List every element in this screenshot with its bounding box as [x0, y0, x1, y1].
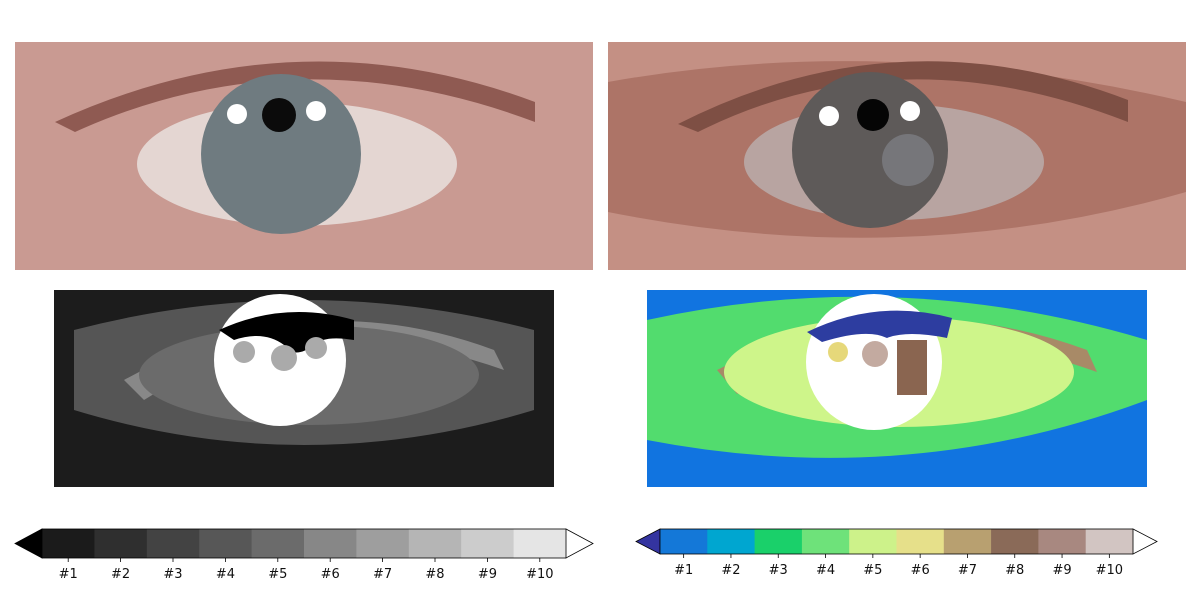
spot-pink	[862, 341, 888, 367]
colorbar-swatch	[943, 529, 992, 554]
colorbar-swatch	[849, 529, 897, 554]
iris-light-patch	[882, 134, 934, 186]
colorbar-tick-label: #3	[163, 567, 182, 582]
colorbar-tick-label: #5	[863, 563, 882, 578]
colorbar-tick-label: #9	[478, 567, 497, 582]
colorbar-over-arrow	[1132, 528, 1158, 555]
colorbar-tick-label: #5	[268, 567, 287, 582]
colorbar-frame	[41, 528, 567, 559]
colorbar-swatch	[356, 529, 410, 558]
colorbar-under-arrow	[635, 528, 661, 555]
colorbar-gray: #1 #2 #3 #4 #5 #6 #7 #8 #9 #10	[14, 528, 594, 582]
colorbar-swatch	[1085, 529, 1134, 554]
colorbar-frame	[659, 528, 1134, 555]
grayscale-label-map-drawing	[54, 290, 554, 487]
spot-left	[233, 341, 255, 363]
spot-center	[271, 345, 297, 371]
spot-brown	[897, 340, 927, 395]
colorbar-swatch	[707, 529, 756, 554]
colorbar-over-arrow	[565, 528, 594, 559]
colorbar-tick-label: #1	[674, 563, 693, 578]
colorbar-swatch	[754, 529, 803, 554]
original-eye-drawing	[15, 42, 593, 270]
colorbar-swatch	[513, 529, 567, 558]
colorbar-swatch	[146, 529, 200, 558]
colorbar-tick-label: #7	[958, 563, 977, 578]
grayscale-label-map	[54, 290, 554, 487]
pupil	[262, 98, 296, 132]
quantized-eye-drawing	[608, 42, 1186, 270]
colorbar-tick-label: #7	[373, 567, 392, 582]
highlight-right	[900, 101, 920, 121]
spot-right	[305, 337, 327, 359]
colorbar-tick-label: #4	[816, 563, 835, 578]
colorbar-tick-label: #10	[1096, 563, 1123, 578]
colorbar-swatch	[408, 529, 462, 558]
colorbar-swatch	[896, 529, 945, 554]
colorbar-tick-label: #4	[216, 567, 235, 582]
colorbar-tick-label: #6	[911, 563, 930, 578]
colorbar-swatch	[660, 529, 708, 554]
colorbar-tick-label: #1	[59, 567, 78, 582]
colorbar-tick-label: #8	[1005, 563, 1024, 578]
colorbar-tick-label: #2	[721, 563, 740, 578]
colorbar-swatch	[801, 529, 850, 554]
highlight-left	[227, 104, 247, 124]
colorbar-swatch	[991, 529, 1039, 554]
spot-yellow-left	[828, 342, 848, 362]
colorbar-terrain: #1 #2 #3 #4 #5 #6 #7 #8 #9 #10	[635, 528, 1158, 578]
colorbar-swatch	[251, 529, 305, 558]
terrain-label-map	[647, 290, 1147, 487]
dark-cluster	[219, 312, 354, 353]
pupil	[857, 99, 889, 131]
original-eye-image	[15, 42, 593, 270]
colorbar-tick-label: #6	[321, 567, 340, 582]
colorbar-under-arrow	[14, 528, 43, 559]
colorbar-swatch	[199, 529, 253, 558]
colorbar-tick-label: #3	[769, 563, 788, 578]
colorbar-swatch	[42, 529, 95, 558]
colorbar-tick-label: #10	[526, 567, 553, 582]
upper-lid-shadow	[55, 61, 535, 132]
highlight-right	[306, 101, 326, 121]
colorbar-swatch	[304, 529, 357, 558]
highlight-left	[819, 106, 839, 126]
colorbar-swatch	[1038, 529, 1087, 554]
colorbar-swatch	[94, 529, 148, 558]
colorbar-tick-label: #2	[111, 567, 130, 582]
upper-lid-dark	[678, 61, 1128, 132]
colorbar-swatch	[461, 529, 515, 558]
quantized-eye-image	[608, 42, 1186, 270]
colorbar-tick-label: #9	[1052, 563, 1071, 578]
iris-dark-cluster	[807, 310, 952, 342]
colorbar-tick-label: #8	[425, 567, 444, 582]
terrain-label-map-drawing	[647, 290, 1147, 487]
